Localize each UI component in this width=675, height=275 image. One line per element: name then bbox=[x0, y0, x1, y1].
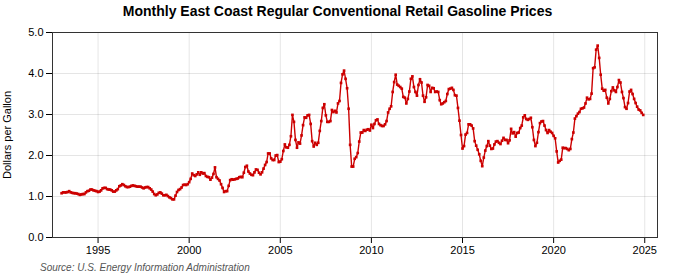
svg-text:2025: 2025 bbox=[633, 244, 657, 256]
svg-text:2005: 2005 bbox=[268, 244, 292, 256]
svg-text:3.0: 3.0 bbox=[28, 108, 43, 120]
svg-text:0.0: 0.0 bbox=[28, 231, 43, 243]
svg-text:2.0: 2.0 bbox=[28, 149, 43, 161]
svg-text:2015: 2015 bbox=[450, 244, 474, 256]
html-text:Source: U.S. Energy Informatio: Source: U.S. Energy Information Administ… bbox=[40, 262, 250, 273]
svg-text:2000: 2000 bbox=[177, 244, 201, 256]
svg-text:4.0: 4.0 bbox=[28, 67, 43, 79]
svg-text:2020: 2020 bbox=[541, 244, 565, 256]
svg-text:1995: 1995 bbox=[86, 244, 110, 256]
svg-text:5.0: 5.0 bbox=[28, 26, 43, 38]
html-text:Monthly East Coast Regular Con: Monthly East Coast Regular Conventional … bbox=[122, 3, 553, 19]
svg-text:Dollars per Gallon: Dollars per Gallon bbox=[1, 91, 13, 179]
svg-text:1.0: 1.0 bbox=[28, 190, 43, 202]
svg-text:2010: 2010 bbox=[359, 244, 383, 256]
